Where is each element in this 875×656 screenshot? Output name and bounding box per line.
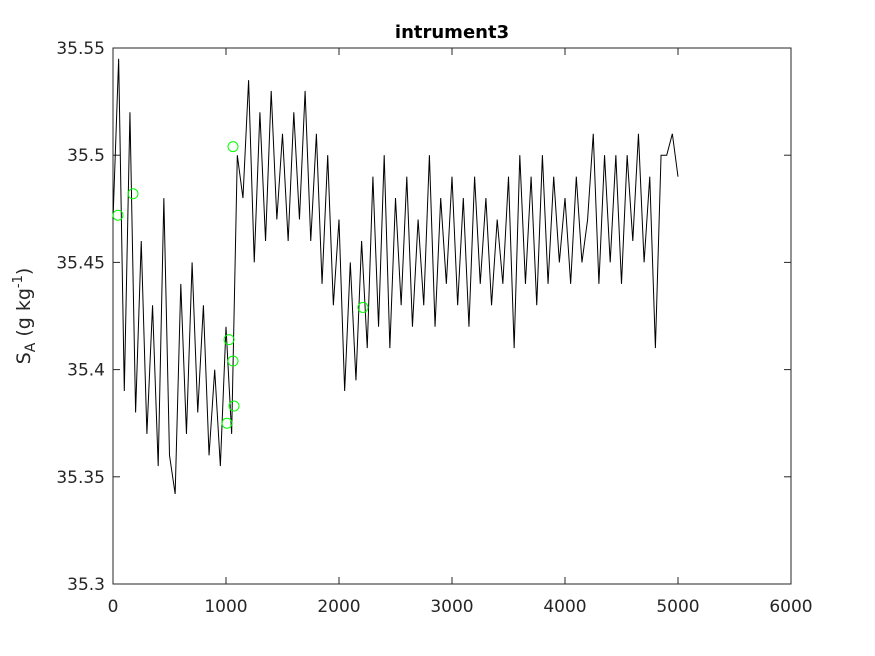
y-label-symbol: S <box>13 352 35 364</box>
y-tick-label: 35.45 <box>56 253 105 273</box>
x-tick-label: 3000 <box>430 597 473 617</box>
x-tick-label: 1000 <box>204 597 247 617</box>
x-tick-label: 5000 <box>656 597 699 617</box>
marker <box>127 188 139 200</box>
y-tick-label: 35.4 <box>67 361 105 381</box>
marker <box>227 355 239 367</box>
y-label-unit: (g kg <box>13 288 35 337</box>
data-line <box>112 58 679 495</box>
marker <box>227 141 239 153</box>
x-tick-label: 0 <box>108 597 119 617</box>
y-label-exponent: -1 <box>11 275 26 288</box>
y-axis-label: SA (g kg-1) <box>11 268 39 365</box>
x-tick-label: 6000 <box>769 597 812 617</box>
y-tick-label: 35.55 <box>56 39 105 59</box>
chart-title: intrument3 <box>395 22 509 43</box>
marker <box>221 417 233 429</box>
y-label-subscript: A <box>23 342 39 352</box>
y-tick-label: 35.5 <box>67 146 105 166</box>
y-tick-label: 35.3 <box>67 575 105 595</box>
marker <box>223 334 235 346</box>
y-label-close: ) <box>13 268 35 275</box>
y-tick-label: 35.35 <box>56 468 105 488</box>
marker <box>112 209 124 221</box>
x-tick-label: 4000 <box>543 597 586 617</box>
marker <box>228 400 240 412</box>
plot-frame <box>112 47 792 585</box>
marker <box>357 301 369 313</box>
x-tick-label: 2000 <box>317 597 360 617</box>
